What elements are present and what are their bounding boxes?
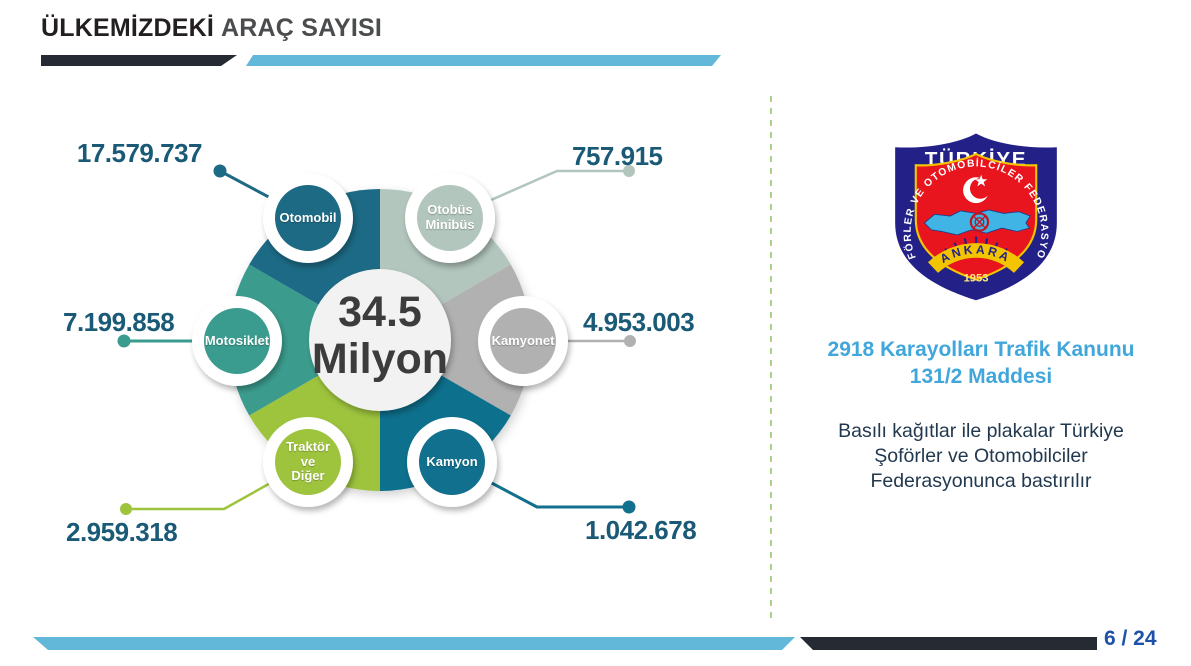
segment-label-traktor: Traktör ve Diğer	[285, 438, 331, 484]
connector-dot-otomobil	[213, 164, 227, 178]
segment-label-kamyon: Kamyon	[426, 453, 478, 469]
connector-dot-motosiklet	[117, 334, 131, 348]
connector-dot-traktor	[120, 503, 132, 515]
center-total-value: 34.5	[338, 288, 422, 336]
law-body-line2: Şoförler ve Otomobilciler	[874, 445, 1088, 467]
header-bar-blue	[246, 55, 721, 66]
page-number: 6 / 24	[1104, 627, 1157, 650]
badge-core-motosiklet	[204, 308, 270, 374]
law-heading-line2: 131/2 Maddesi	[909, 365, 1053, 388]
logo-year-text: 1953	[964, 272, 989, 284]
badge-core-kamyonet	[490, 308, 556, 374]
wedge-kamyonet	[380, 264, 532, 416]
law-heading: 2918 Karayolları Trafik Kanunu 131/2 Mad…	[786, 336, 1176, 390]
page-title: ÜLKEMİZDEKİ ARAÇ SAYISI	[41, 14, 382, 43]
value-kamyonet: 4.953.003	[583, 307, 695, 337]
connector-dot-kamyonet	[624, 335, 636, 347]
page-title-secondary: ARAÇ SAYISI	[221, 14, 383, 42]
segment-label-kamyonet: Kamyonet	[491, 332, 555, 348]
logo-turkey-map	[923, 209, 1031, 236]
segment-label-otomobil: Otomobil	[279, 209, 337, 225]
page-title-primary: ÜLKEMİZDEKİ	[41, 14, 215, 42]
wedge-motosiklet	[228, 264, 380, 416]
center-total-unit: Milyon	[311, 335, 449, 383]
vertical-dashed-separator	[770, 96, 772, 620]
segment-label-motosiklet: Motosiklet	[204, 332, 270, 348]
connector-dot-kamyon	[622, 500, 636, 514]
footer-bar-blue	[33, 637, 795, 650]
tsof-federation-logo: TÜRKİYE ŞOFÖRLER VE OTOMOBİLCİLER FEDERA…	[890, 128, 1057, 301]
logo-star	[974, 174, 988, 187]
logo-crescent-inner	[969, 178, 991, 199]
connector-dot-otobus	[623, 165, 635, 177]
value-motosiklet: 7.199.858	[63, 307, 175, 337]
law-heading-line1: 2918 Karayolları Trafik Kanunu	[827, 338, 1135, 361]
donut-center-total: 34.5 Milyon	[270, 289, 490, 383]
label-badges	[192, 173, 568, 507]
vehicle-donut-chart	[117, 164, 636, 515]
law-body-line3: Federasyonunca bastırılır	[870, 470, 1092, 492]
value-traktor: 2.959.318	[66, 517, 178, 547]
badge-core-otomobil	[275, 185, 341, 251]
segment-label-otobus: Otobüs Minibüs	[425, 202, 475, 232]
badge-core-kamyon	[419, 429, 485, 495]
law-body-line1: Basılı kağıtlar ile plakalar Türkiye	[838, 420, 1124, 442]
badge-core-otobus	[417, 185, 483, 251]
badge-core-traktor	[275, 429, 341, 495]
footer-bar-dark	[800, 637, 1097, 650]
logo-wheel-emblem	[969, 212, 990, 232]
donut-center-circle	[309, 269, 451, 411]
value-otobus: 757.915	[572, 141, 663, 171]
law-body-text: Basılı kağıtlar ile plakalar Türkiye Şof…	[786, 419, 1176, 494]
value-kamyon: 1.042.678	[585, 515, 697, 545]
value-otomobil: 17.579.737	[76, 138, 203, 168]
header-bar-dark	[41, 55, 237, 66]
